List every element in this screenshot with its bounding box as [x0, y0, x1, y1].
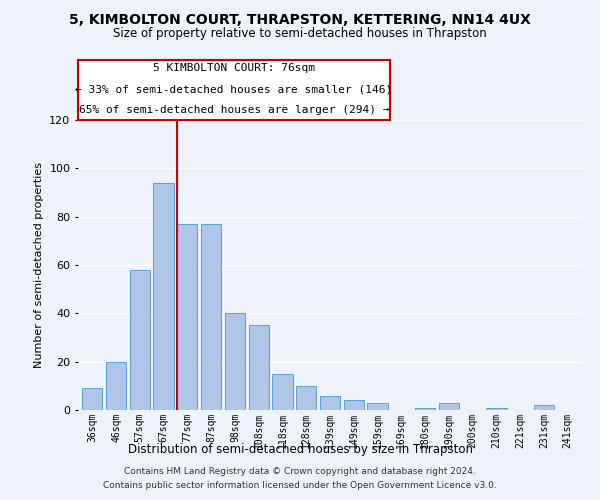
Text: 5 KIMBOLTON COURT: 76sqm: 5 KIMBOLTON COURT: 76sqm — [153, 63, 315, 73]
Bar — [415, 408, 435, 410]
Text: Size of property relative to semi-detached houses in Thrapston: Size of property relative to semi-detach… — [113, 28, 487, 40]
Text: Contains HM Land Registry data © Crown copyright and database right 2024.: Contains HM Land Registry data © Crown c… — [124, 468, 476, 476]
Bar — [344, 400, 364, 410]
Text: 65% of semi-detached houses are larger (294) →: 65% of semi-detached houses are larger (… — [79, 105, 389, 115]
Bar — [201, 224, 221, 410]
Bar — [82, 388, 103, 410]
Text: Distribution of semi-detached houses by size in Thrapston: Distribution of semi-detached houses by … — [128, 442, 473, 456]
Bar — [534, 405, 554, 410]
Bar — [177, 224, 197, 410]
Text: 5, KIMBOLTON COURT, THRAPSTON, KETTERING, NN14 4UX: 5, KIMBOLTON COURT, THRAPSTON, KETTERING… — [69, 12, 531, 26]
Bar — [106, 362, 126, 410]
Bar — [439, 403, 459, 410]
Bar — [320, 396, 340, 410]
Bar — [367, 403, 388, 410]
Bar — [225, 314, 245, 410]
Bar — [272, 374, 293, 410]
Bar — [487, 408, 506, 410]
Bar — [296, 386, 316, 410]
Y-axis label: Number of semi-detached properties: Number of semi-detached properties — [34, 162, 44, 368]
Bar — [130, 270, 150, 410]
Bar — [154, 183, 173, 410]
Bar — [248, 326, 269, 410]
Text: Contains public sector information licensed under the Open Government Licence v3: Contains public sector information licen… — [103, 481, 497, 490]
Text: ← 33% of semi-detached houses are smaller (146): ← 33% of semi-detached houses are smalle… — [76, 84, 392, 94]
